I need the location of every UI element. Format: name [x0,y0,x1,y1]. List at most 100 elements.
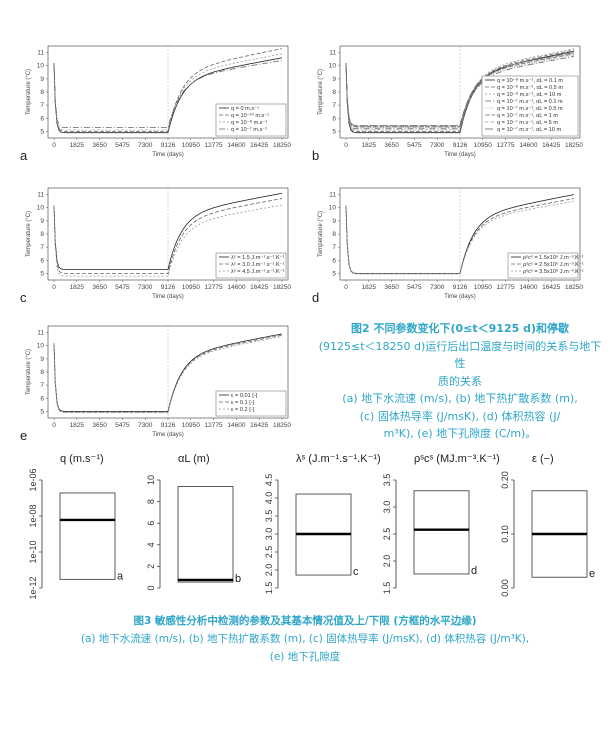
x-axis-label: Time (days) [444,152,475,158]
figure2-panel-a: 5 6 7 8 9 10 11 0 1825 3650 5475 7300 9126 10950 12775… [18,38,300,170]
y-tick-label: 1e-06 [28,468,38,491]
x-tick-label: 14600 [519,284,537,291]
y-tick-label: 10 [37,343,45,350]
legend-entry: λˢ = 1.5 J.m⁻¹.s⁻¹.K⁻¹ [231,255,285,261]
y-tick-label: 2.5 [264,546,274,559]
x-tick-label: 5475 [115,422,130,429]
y-tick-label: 0.00 [500,579,510,597]
range-panel-title: αL (m) [178,453,210,465]
series-line [345,54,574,128]
range-box [59,492,116,580]
x-tick-label: 14600 [227,284,245,291]
y-tick-label: 7 [40,382,44,389]
figure3-caption-line: (a) 地下水流速 (m/s), (b) 地下热扩散系数 (m), (c) 固体… [80,633,530,645]
y-tick-label: 10 [329,205,337,212]
range-panel-title: ρˢcˢ (MJ.m⁻³.K⁻¹) [414,453,500,465]
y-tick-label: 10 [37,205,45,212]
y-tick-label: 7 [40,102,44,109]
figure2-caption-line: (c) 固体热导率 (J/msK), (d) 体积热容 (J/ [359,409,561,423]
y-tick-label: 2 [146,564,156,569]
y-tick-label: 8 [146,499,156,504]
x-tick-label: 1825 [362,284,377,291]
y-tick-label: 6 [332,115,336,122]
x-tick-label: 7300 [138,422,153,429]
panel-letter: a [20,148,28,163]
x-tick-label: 16425 [542,284,560,291]
x-tick-label: 1825 [362,142,377,149]
figure2-panel-c: 5 6 7 8 9 10 11 0 1825 3650 5475 7300 9126 10950 12775… [18,180,300,312]
panel-letter: c [353,566,359,578]
legend-entry: λˢ = 4.5 J.m⁻¹.s⁻¹.K⁻¹ [231,269,285,275]
y-axis-label: Temperature (°C) [26,211,32,257]
y-tick-label: 1e-12 [28,576,38,599]
panel-letter: b [312,148,319,163]
x-tick-label: 0 [52,284,56,291]
y-tick-label: 6 [40,115,44,122]
x-tick-label: 10950 [182,284,200,291]
y-tick-label: 1.5 [382,582,392,595]
range-box [177,486,234,583]
x-tick-label: 3650 [384,284,399,291]
x-tick-label: 12775 [497,284,515,291]
y-tick-label: 5 [40,408,44,415]
y-tick-label: 10 [37,63,45,70]
x-tick-label: 3650 [92,142,107,149]
x-tick-label: 14600 [227,422,245,429]
y-tick-label: 11 [37,330,44,337]
legend-entry: q = 10⁻⁷ m.s⁻¹, αL = 5 m [497,119,558,126]
x-axis-label: Time (days) [152,294,183,300]
series-line [345,198,574,274]
y-tick-label: 6 [40,257,44,264]
legend-box [481,75,579,137]
x-tick-label: 7300 [430,142,445,149]
line-chart: 5 6 7 8 9 10 11 0 1825 3650 5475 7300 9126 10950 12775… [312,45,583,163]
y-tick-label: 6 [332,257,336,264]
figure2-panel-b: 5 6 7 8 9 10 11 0 1825 3650 5475 7300 9126 10950 12775… [310,38,592,170]
series-line [53,53,282,131]
series-line [345,50,574,134]
x-tick-label: 16425 [542,142,560,149]
x-tick-label: 14600 [227,142,245,149]
x-tick-label: 18250 [565,142,583,149]
line-chart: 5 6 7 8 9 10 11 0 1825 3650 5475 7300 9126 10950 12775… [20,325,291,443]
x-tick-label: 10950 [474,142,492,149]
y-tick-label: 3.0 [264,528,274,541]
parameter-range-chart: q (m.s⁻¹) 1e-06 1e-08 1e-10 1e-12 a αL (m) 10 8 6… [28,453,595,600]
legend-entry: ρˢcˢ = 1.5x10⁶ J.m⁻³.K⁻¹ [523,254,584,261]
series-line [345,49,574,132]
figure2-panel-e: 5 6 7 8 9 10 11 0 1825 3650 5475 7300 9126 10950 12775… [18,318,300,450]
x-tick-label: 5475 [115,284,130,291]
y-tick-label: 9 [332,218,336,225]
figure2-caption-line: (a) 地下水流速 (m/s), (b) 地下热扩散系数 (m), [342,392,578,405]
x-tick-label: 10950 [474,284,492,291]
legend-entry: ε = 0.1 [-] [231,400,255,406]
y-tick-label: 1e-08 [28,504,38,527]
x-tick-label: 9126 [161,284,176,291]
y-tick-label: 3.5 [264,510,274,523]
x-tick-label: 10950 [182,142,200,149]
y-tick-label: 2.5 [382,528,392,541]
y-tick-label: 4 [146,542,156,547]
figure2-caption-line: 质的关系 [438,374,482,388]
figure2-caption-line: m³K), (e) 地下孔隙度 (C/m)。 [383,427,537,440]
range-panel-title: λˢ (J.m⁻¹.s⁻¹.K⁻¹) [296,453,381,465]
y-tick-label: 4.5 [264,474,274,487]
y-tick-label: 7 [40,244,44,251]
panel-letter: b [235,573,241,585]
x-tick-label: 5475 [407,142,422,149]
range-panel-title: q (m.s⁻¹) [60,453,104,465]
x-tick-label: 12775 [497,142,515,149]
figure2-caption: 图2 不同参数变化下(0≤t＜9125 d)和停歇 (9125≤t＜18250 … [315,320,605,443]
y-axis-label: Temperature (°C) [318,211,324,257]
y-tick-label: 6 [146,521,156,526]
x-tick-label: 7300 [138,284,153,291]
y-tick-label: 4.0 [264,492,274,505]
x-tick-label: 7300 [138,142,153,149]
figure3-caption: 图3 敏感性分析中检测的参数及其基本情况值及上/下限 (方框的水平边缘) (a)… [0,612,610,666]
x-tick-label: 12775 [205,142,223,149]
x-tick-label: 3650 [384,142,399,149]
y-tick-label: 9 [40,76,44,83]
x-tick-label: 18250 [273,284,291,291]
x-tick-label: 0 [344,142,348,149]
line-chart: 5 6 7 8 9 10 11 0 1825 3650 5475 7300 9126 10950 12775… [312,187,584,305]
